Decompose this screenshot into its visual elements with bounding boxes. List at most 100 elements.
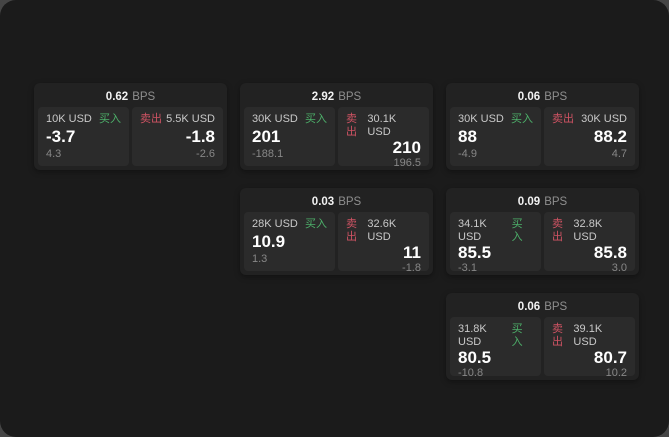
sell-side-tag: 卖出: [140, 113, 162, 125]
buy-side-tag: 买入: [511, 323, 523, 348]
buy-size-label: 10K USD: [46, 113, 92, 125]
buy-side-tag: 买入: [305, 113, 327, 125]
buy-side-tag: 买入: [511, 113, 533, 125]
bps-header: 0.62 BPS: [38, 87, 223, 107]
buy-panel-top: 34.1K USD 买入: [458, 218, 533, 244]
buy-side-tag: 买入: [305, 218, 327, 230]
buy-panel-top: 28K USD 买入: [252, 218, 327, 231]
sell-side-tag: 卖出: [552, 113, 574, 125]
sell-delta: 196.5: [393, 157, 421, 169]
buy-panel[interactable]: 30K USD 买入 201 -188.1: [244, 107, 335, 166]
buy-delta: 1.3: [252, 253, 268, 265]
bps-header: 0.09 BPS: [450, 192, 635, 212]
sell-size-label: 32.6K USD: [367, 218, 397, 243]
buy-panel-top: 30K USD 买入: [458, 113, 533, 126]
quote-panels: 30K USD 买入 201 -188.1 卖出 30.1K USD 210 1…: [244, 107, 429, 169]
buy-panel[interactable]: 30K USD 买入 88 -4.9: [450, 107, 541, 166]
buy-panel-top: 31.8K USD 买入: [458, 323, 533, 349]
sell-side-tag: 卖出: [552, 218, 563, 243]
buy-delta: -3.1: [458, 262, 477, 274]
sell-panel-top: 卖出 32.8K USD: [552, 218, 627, 244]
quote-card: 0.03 BPS 28K USD 买入 10.9 1.3 卖出 32.6K US…: [240, 188, 433, 275]
buy-size-label: 28K USD: [252, 218, 298, 230]
sell-price: 85.8: [593, 243, 627, 262]
sell-panel-top: 卖出 32.6K USD: [346, 218, 421, 244]
sell-panel-top: 卖出 5.5K USD: [140, 113, 215, 126]
quote-panels: 28K USD 买入 10.9 1.3 卖出 32.6K USD 11 -1.8: [244, 212, 429, 274]
sell-delta: -2.6: [196, 148, 215, 160]
sell-side-tag: 卖出: [552, 323, 563, 348]
buy-delta: 4.3: [46, 148, 62, 160]
sell-price: -1.8: [185, 127, 215, 146]
bps-header: 0.06 BPS: [450, 87, 635, 107]
sell-side-tag: 卖出: [346, 113, 357, 138]
bps-unit: BPS: [544, 91, 568, 103]
sell-panel-top: 卖出 39.1K USD: [552, 323, 627, 349]
sell-price: 88.2: [593, 127, 627, 146]
quote-card: 0.06 BPS 30K USD 买入 88 -4.9 卖出 30K USD: [446, 83, 639, 170]
sell-price: 210: [392, 138, 421, 157]
sell-delta: 10.2: [605, 367, 627, 379]
sell-panel[interactable]: 卖出 5.5K USD -1.8 -2.6: [132, 107, 223, 166]
quote-card-grid: 0.62 BPS 10K USD 买入 -3.7 4.3 卖出 5.5K USD: [34, 83, 639, 380]
sell-size-label: 30.1K USD: [367, 113, 397, 138]
bps-unit: BPS: [544, 196, 568, 208]
bps-value: 0.09: [517, 196, 541, 208]
sell-panel[interactable]: 卖出 32.8K USD 85.8 3.0: [544, 212, 635, 274]
buy-price: -3.7: [46, 127, 76, 146]
bps-unit: BPS: [338, 91, 362, 103]
buy-price: 10.9: [252, 232, 286, 251]
sell-panel-top: 卖出 30K USD: [552, 113, 627, 126]
sell-panel[interactable]: 卖出 30K USD 88.2 4.7: [544, 107, 635, 166]
sell-panel[interactable]: 卖出 32.6K USD 11 -1.8: [338, 212, 429, 274]
quote-card: 0.62 BPS 10K USD 买入 -3.7 4.3 卖出 5.5K USD: [34, 83, 227, 170]
buy-size-label: 30K USD: [458, 113, 504, 125]
buy-side-tag: 买入: [99, 113, 121, 125]
bps-value: 0.03: [311, 196, 335, 208]
buy-price: 88: [458, 127, 477, 146]
buy-panel-top: 30K USD 买入: [252, 113, 327, 126]
bps-unit: BPS: [132, 91, 156, 103]
sell-panel[interactable]: 卖出 30.1K USD 210 196.5: [338, 107, 429, 169]
quote-card: 0.09 BPS 34.1K USD 买入 85.5 -3.1 卖出 32.8K…: [446, 188, 639, 275]
quote-card: 0.06 BPS 31.8K USD 买入 80.5 -10.8 卖出 39.1…: [446, 293, 639, 380]
sell-delta: 4.7: [611, 148, 627, 160]
buy-price: 80.5: [458, 348, 492, 367]
buy-delta: -4.9: [458, 148, 477, 160]
bps-unit: BPS: [544, 301, 568, 313]
sell-size-label: 5.5K USD: [166, 113, 215, 125]
sell-panel-top: 卖出 30.1K USD: [346, 113, 421, 139]
sell-delta: -1.8: [402, 262, 421, 274]
quote-panels: 34.1K USD 买入 85.5 -3.1 卖出 32.8K USD 85.8…: [450, 212, 635, 274]
bps-value: 0.06: [517, 301, 541, 313]
buy-side-tag: 买入: [511, 218, 523, 243]
quote-panels: 10K USD 买入 -3.7 4.3 卖出 5.5K USD -1.8 -2.…: [38, 107, 223, 166]
quote-panels: 30K USD 买入 88 -4.9 卖出 30K USD 88.2 4.7: [450, 107, 635, 166]
bps-value: 2.92: [311, 91, 335, 103]
bps-value: 0.62: [105, 91, 129, 103]
sell-panel[interactable]: 卖出 39.1K USD 80.7 10.2: [544, 317, 635, 379]
sell-side-tag: 卖出: [346, 218, 357, 243]
quote-card: 2.92 BPS 30K USD 买入 201 -188.1 卖出 30.1K …: [240, 83, 433, 170]
buy-panel[interactable]: 28K USD 买入 10.9 1.3: [244, 212, 335, 271]
sell-price: 11: [403, 243, 421, 262]
bps-unit: BPS: [338, 196, 362, 208]
buy-size-label: 34.1K USD: [458, 218, 487, 243]
buy-panel[interactable]: 34.1K USD 买入 85.5 -3.1: [450, 212, 541, 274]
bps-header: 0.06 BPS: [450, 297, 635, 317]
sell-size-label: 39.1K USD: [573, 323, 603, 348]
buy-delta: -188.1: [252, 148, 284, 160]
sell-size-label: 30K USD: [581, 113, 627, 125]
buy-panel[interactable]: 31.8K USD 买入 80.5 -10.8: [450, 317, 541, 379]
quote-panels: 31.8K USD 买入 80.5 -10.8 卖出 39.1K USD 80.…: [450, 317, 635, 379]
buy-panel-top: 10K USD 买入: [46, 113, 121, 126]
buy-size-label: 30K USD: [252, 113, 298, 125]
bps-header: 0.03 BPS: [244, 192, 429, 212]
buy-delta: -10.8: [458, 367, 484, 379]
buy-size-label: 31.8K USD: [458, 323, 487, 348]
buy-panel[interactable]: 10K USD 买入 -3.7 4.3: [38, 107, 129, 166]
bps-header: 2.92 BPS: [244, 87, 429, 107]
bps-value: 0.06: [517, 91, 541, 103]
buy-price: 85.5: [458, 243, 492, 262]
